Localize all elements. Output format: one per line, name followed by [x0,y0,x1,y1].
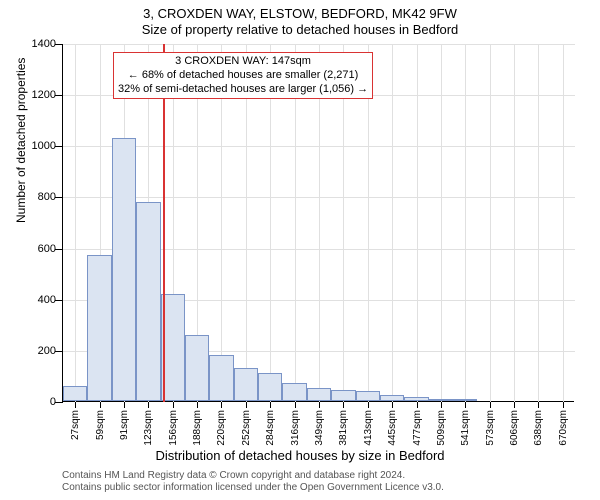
y-tick-label: 200 [21,345,56,357]
y-tick [55,95,63,96]
v-gridline [417,44,418,402]
x-tick-label: 27sqm [70,410,81,440]
histogram-bar [453,399,477,401]
histogram-bar [234,368,258,401]
v-gridline [75,44,76,402]
x-tick-label: 349sqm [314,410,325,446]
title-address: 3, CROXDEN WAY, ELSTOW, BEDFORD, MK42 9F… [0,6,600,21]
x-tick-label: 91sqm [119,410,130,440]
histogram-bar [404,397,428,401]
histogram-bar [136,202,160,401]
credits-line-1: Contains HM Land Registry data © Crown c… [62,470,444,482]
y-tick [55,197,63,198]
x-tick-label: 445sqm [387,410,398,446]
histogram-bar [429,399,453,401]
y-tick-label: 600 [21,243,56,255]
histogram-bar [185,335,209,401]
v-gridline [441,44,442,402]
x-tick-label: 59sqm [95,410,106,440]
x-tick-label: 316sqm [290,410,301,446]
v-gridline [490,44,491,402]
x-tick-label: 509sqm [436,410,447,446]
x-tick-label: 541sqm [460,410,471,446]
histogram-bar [63,386,87,401]
x-tick-label: 188sqm [192,410,203,446]
v-gridline [392,44,393,402]
x-tick-label: 156sqm [168,410,179,446]
x-tick-label: 381sqm [338,410,349,446]
x-tick-label: 252sqm [241,410,252,446]
histogram-bar [331,390,355,402]
callout-box: 3 CROXDEN WAY: 147sqm ← 68% of detached … [113,52,373,99]
histogram-bar [87,255,111,401]
y-tick-label: 800 [21,191,56,203]
histogram-bar [282,383,306,401]
histogram-bar [209,355,233,401]
histogram-bar [380,395,404,401]
histogram-bar [112,138,136,401]
y-tick [55,351,63,352]
credits-line-2: Contains public sector information licen… [62,482,444,494]
x-tick-label: 220sqm [216,410,227,446]
x-tick-label: 123sqm [143,410,154,446]
y-tick-label: 1400 [21,38,56,50]
x-tick-label: 573sqm [485,410,496,446]
y-tick [55,402,63,403]
x-tick-label: 284sqm [265,410,276,446]
callout-line-3: 32% of semi-detached houses are larger (… [118,83,368,97]
y-tick [55,300,63,301]
callout-line-1: 3 CROXDEN WAY: 147sqm [118,55,368,69]
y-tick [55,146,63,147]
x-tick-label: 670sqm [558,410,569,446]
x-tick-label: 606sqm [509,410,520,446]
y-tick [55,44,63,45]
histogram-plot-area: 3 CROXDEN WAY: 147sqm ← 68% of detached … [62,44,574,402]
y-tick-label: 1200 [21,89,56,101]
v-gridline [514,44,515,402]
histogram-bar [356,391,380,401]
v-gridline [538,44,539,402]
histogram-bar [258,373,282,401]
y-tick [55,249,63,250]
histogram-bar [307,388,331,401]
callout-line-2: ← 68% of detached houses are smaller (2,… [118,69,368,83]
x-tick-container: 27sqm 59sqm 91sqm 123sqm 156sqm 188sqm 220sqm 2… [62,404,574,444]
y-tick-label: 1000 [21,140,56,152]
x-tick-label: 638sqm [533,410,544,446]
v-gridline [563,44,564,402]
x-tick-label: 477sqm [412,410,423,446]
y-tick-label: 400 [21,294,56,306]
title-subtitle: Size of property relative to detached ho… [0,22,600,37]
x-axis-label: Distribution of detached houses by size … [0,448,600,463]
credits-block: Contains HM Land Registry data © Crown c… [62,470,444,494]
v-gridline [465,44,466,402]
x-tick-label: 413sqm [363,410,374,446]
y-tick-label: 0 [21,396,56,408]
